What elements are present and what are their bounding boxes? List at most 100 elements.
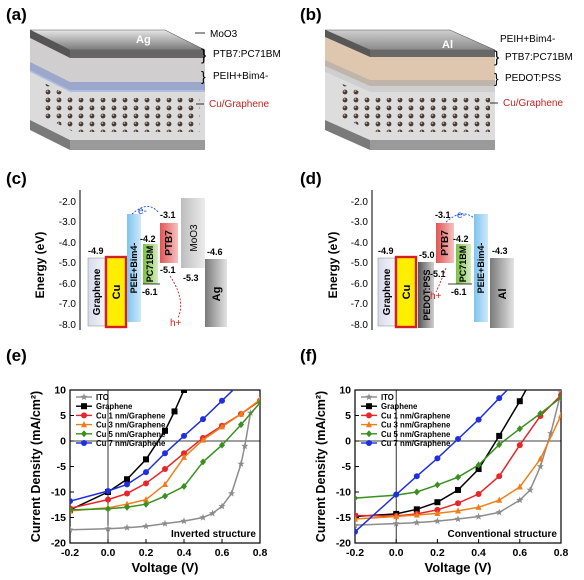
data-point	[413, 518, 421, 526]
block-pc71bm-d: PC71BM	[458, 246, 468, 283]
data-point	[455, 500, 461, 507]
data-point	[162, 466, 168, 473]
tick: -4.0	[59, 238, 77, 249]
data-point	[434, 509, 441, 517]
block-ag-c: Ag	[211, 287, 223, 302]
energy-axis-label-d: Energy (eV)	[326, 232, 340, 299]
data-point	[70, 525, 74, 533]
tick: -8.0	[59, 320, 77, 331]
jv-plot-conventional: -0.2 0.0 0.2 0.4 0.6 0.8 10 5 0 -5 -10 -15 -20 Voltag…	[314, 374, 569, 576]
level-d-7: -4.3	[492, 246, 508, 256]
y-axis-label: Current Density (mA/cm²)	[314, 391, 328, 542]
data-point	[70, 506, 73, 514]
data-point	[558, 411, 561, 419]
block-cu-d: Cu	[401, 285, 413, 300]
carrier-e-d: e-	[457, 210, 466, 221]
data-point	[475, 503, 482, 510]
device-a-layer-3: PEIH+Bim4-	[213, 71, 268, 82]
data-point	[475, 491, 482, 498]
data-point	[124, 503, 130, 511]
data-point	[241, 442, 249, 450]
data-point	[413, 488, 420, 496]
carrier-h-c: h+	[170, 318, 182, 329]
data-point	[219, 397, 225, 404]
x-axis-label: Voltage (V)	[132, 560, 199, 575]
y-tick-label: -15	[51, 512, 66, 524]
data-point	[200, 416, 206, 423]
legend-entry: Cu 1 nm/Graphene	[96, 411, 166, 420]
device-a-layer-2: PTB7:PC71BM	[213, 49, 281, 60]
data-point	[143, 480, 149, 487]
data-point	[181, 453, 187, 460]
data-point	[143, 469, 149, 476]
legend-entry: Cu 7 nm/Graphene	[381, 439, 451, 448]
data-point	[355, 512, 358, 519]
data-point	[517, 374, 523, 380]
legend-entry: Graphene	[96, 402, 133, 411]
structure-annotation: Conventional structure	[448, 529, 558, 540]
panel-label-a: (a)	[6, 5, 27, 24]
device-b-layer-1: PEIH+Bim4-	[500, 34, 555, 45]
legend-marker	[365, 393, 373, 401]
energy-ticks-d: -2.0 -3.0 -4.0 -5.0 -6.0 -7.0 -8.0	[351, 197, 369, 331]
legend-marker	[366, 440, 372, 446]
legend-marker	[81, 421, 87, 428]
jv-plot-inverted: -0.2 0.0 0.2 0.4 0.6 0.8 10 5 0 -5 -10 -15 -20 Voltag…	[29, 379, 267, 576]
block-graphene-d: Graphene	[382, 268, 393, 315]
data-point	[161, 519, 169, 527]
data-point	[124, 476, 130, 483]
tick: -3.0	[59, 217, 77, 228]
x-tick-label: 0.8	[554, 547, 569, 559]
device-a-layer-1: MoO3	[210, 29, 238, 40]
tick: -4.0	[351, 238, 369, 249]
x-tick-label: 0.2	[430, 547, 445, 559]
x-tick-label: 0.2	[139, 547, 154, 559]
data-point	[537, 409, 544, 417]
structure-annotation: Inverted structure	[171, 529, 256, 540]
block-pc71bm-c: PC71BM	[145, 246, 155, 283]
legend-marker	[81, 440, 87, 446]
carrier-e-c: e-	[138, 206, 147, 217]
data-point	[238, 379, 244, 385]
legend-entry: Cu 5 nm/Graphene	[381, 430, 451, 439]
series-line-4	[355, 397, 561, 499]
data-point	[142, 522, 150, 530]
energy-ticks-c: -2.0 -3.0 -4.0 -5.0 -6.0 -7.0 -8.0	[59, 197, 77, 331]
block-al-d: Al	[497, 289, 509, 300]
y-tick-label: -20	[336, 538, 351, 550]
device-a-electrode: Ag	[136, 34, 151, 46]
energy-diagram-d: (d) Energy (eV) -2.0 -3.0 -4.0 -5.0 -6.0…	[300, 169, 514, 331]
tick: -2.0	[59, 197, 77, 208]
data-point	[455, 507, 461, 514]
data-point	[537, 455, 544, 462]
block-peie-d: PEIE+Bim4-	[476, 243, 486, 294]
block-moo3-c: MoO3	[189, 224, 200, 252]
data-point	[237, 460, 245, 467]
data-point	[181, 482, 187, 490]
data-point	[124, 500, 130, 507]
data-point	[526, 486, 534, 493]
data-point	[455, 473, 461, 481]
data-point	[219, 423, 225, 430]
data-point	[433, 517, 441, 525]
block-peie-c: PEIE+Bim4-	[129, 243, 139, 294]
data-point	[238, 421, 244, 429]
data-point	[162, 427, 168, 434]
x-tick-label: 0.6	[215, 547, 230, 559]
legend-entry: ITO	[96, 393, 109, 402]
bracket-a2: }	[201, 68, 206, 84]
bracket-b2: }	[494, 70, 499, 86]
data-point	[181, 390, 187, 393]
legend-marker	[81, 430, 87, 438]
y-tick-label: 0	[345, 436, 351, 448]
data-point	[171, 408, 178, 415]
data-point	[123, 523, 131, 531]
y-tick-label: -10	[336, 487, 351, 499]
y-axis-label: Current Density (mA/cm²)	[29, 391, 43, 542]
x-tick-label: -0.2	[346, 547, 364, 559]
data-point	[246, 409, 255, 416]
series-line-2	[355, 394, 561, 517]
data-point	[475, 512, 483, 520]
data-point	[143, 456, 149, 463]
